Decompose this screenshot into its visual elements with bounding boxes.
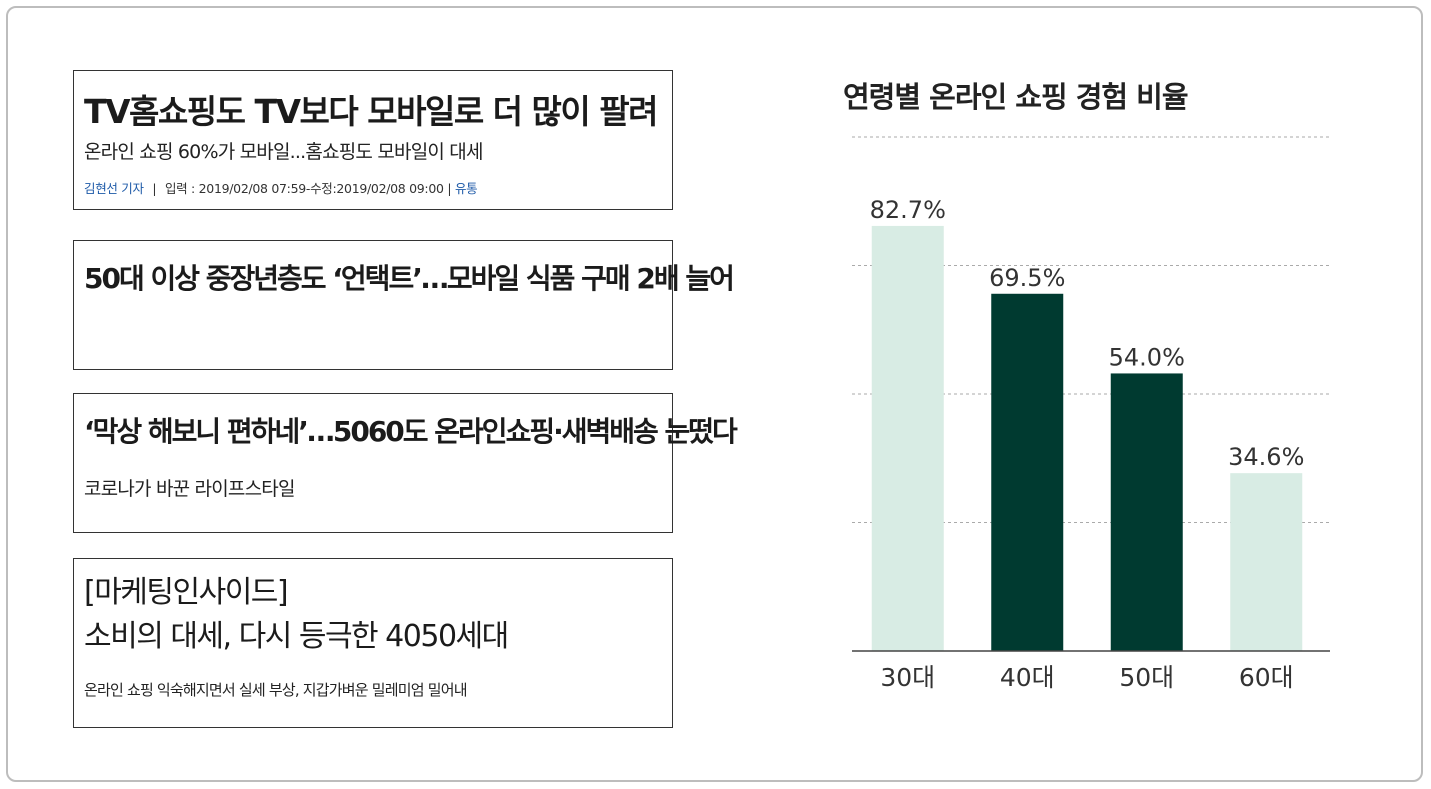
article-author[interactable]: 김현선 기자: [84, 181, 144, 196]
article-headline[interactable]: 50대 이상 중장년층도 ‘언택트’…모바일 식품 구매 2배 늘어: [84, 262, 735, 295]
bar-chart: 82.7% 30대 69.5% 40대 54.0% 50대 34.6% 60대: [852, 136, 1330, 692]
article-subheadline: 온라인 쇼핑 60%가 모바일...홈쇼핑도 모바일이 대세: [84, 141, 483, 163]
data-label: 54.0%: [1109, 343, 1185, 371]
x-tick-label: 30대: [880, 663, 935, 692]
data-label: 34.6%: [1228, 443, 1304, 471]
article-headline-line2[interactable]: 소비의 대세, 다시 등극한 4050세대: [84, 619, 509, 654]
x-tick-label: 60대: [1239, 663, 1294, 692]
article-headline[interactable]: ‘막상 해보니 편하네’…5060도 온라인쇼핑·새벽배송 눈떴다: [84, 415, 738, 448]
bar: [1230, 473, 1303, 651]
bar: [1110, 373, 1183, 651]
article-dates: 입력 : 2019/02/08 07:59-수정:2019/02/08 09:0…: [164, 181, 452, 196]
article-card-4[interactable]: [마케팅인사이드] 소비의 대세, 다시 등극한 4050세대 온라인 쇼핑 익…: [73, 558, 673, 728]
x-tick-label: 40대: [1000, 663, 1055, 692]
article-subheadline: 온라인 쇼핑 익숙해지면서 실세 부상, 지갑가벼운 밀레미엄 밀어내: [84, 681, 468, 699]
article-headline-line1[interactable]: [마케팅인사이드]: [84, 575, 289, 610]
article-card-2[interactable]: 50대 이상 중장년층도 ‘언택트’…모바일 식품 구매 2배 늘어: [73, 240, 735, 370]
chart-title: 연령별 온라인 쇼핑 경험 비율: [843, 80, 1189, 114]
data-label: 82.7%: [870, 196, 946, 224]
article-category-tag[interactable]: 유통: [454, 181, 478, 196]
article-subheadline: 코로나가 바꾼 라이프스타일: [84, 478, 295, 500]
x-tick-label: 50대: [1119, 663, 1174, 692]
article-card-1[interactable]: TV홈쇼핑도 TV보다 모바일로 더 많이 팔려 온라인 쇼핑 60%가 모바일…: [73, 70, 673, 210]
bar: [991, 293, 1064, 651]
article-card-3[interactable]: ‘막상 해보니 편하네’…5060도 온라인쇼핑·새벽배송 눈떴다 코로나가 바…: [73, 393, 738, 533]
article-headline[interactable]: TV홈쇼핑도 TV보다 모바일로 더 많이 팔려: [84, 92, 658, 131]
bar: [871, 225, 944, 651]
article-meta: 김현선 기자 | 입력 : 2019/02/08 07:59-수정:2019/0…: [84, 178, 478, 197]
data-label: 69.5%: [989, 264, 1065, 292]
meta-separator: |: [152, 181, 157, 196]
